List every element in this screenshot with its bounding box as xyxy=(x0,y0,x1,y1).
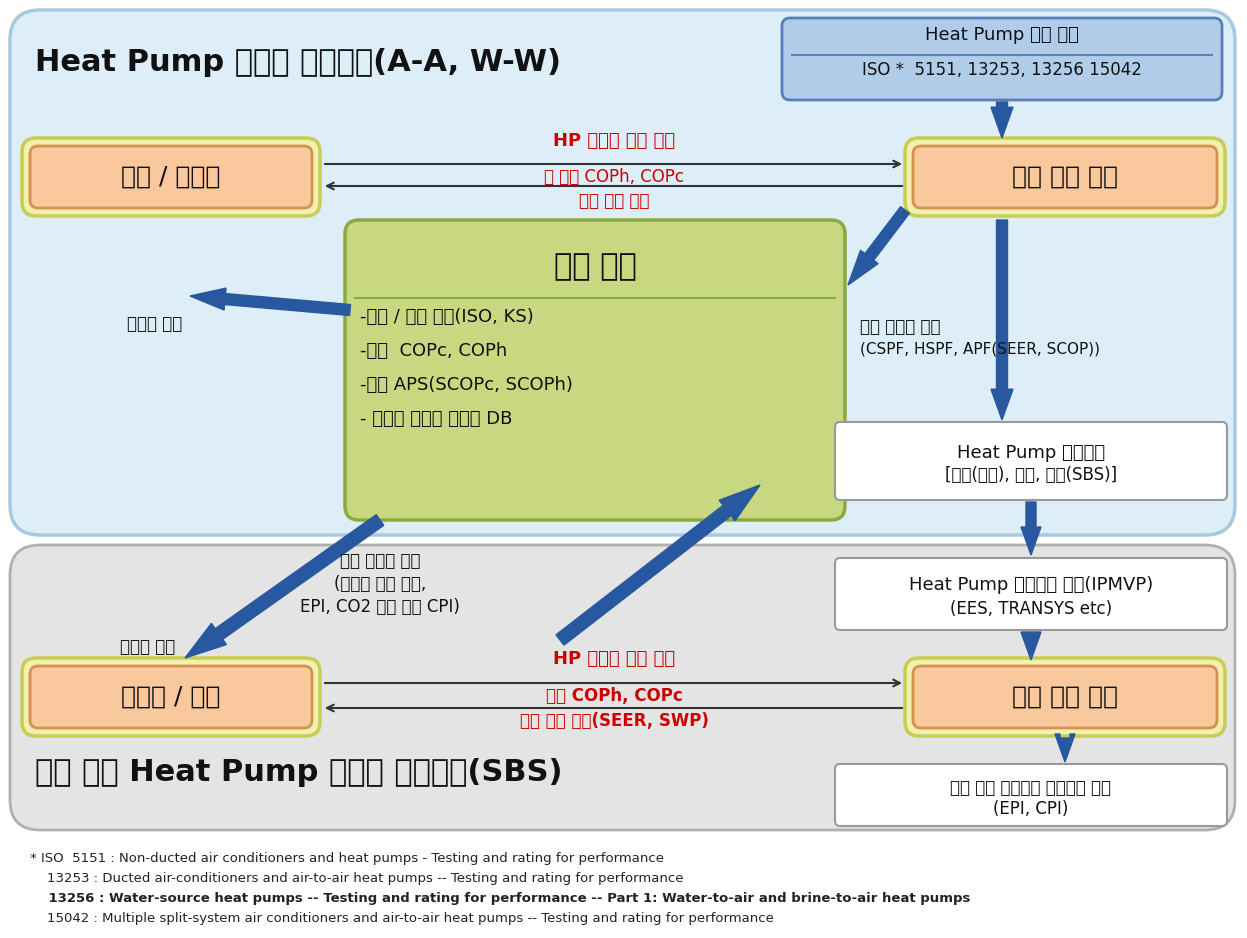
FancyBboxPatch shape xyxy=(10,10,1235,535)
Text: Heat Pump 유니트 인증절차(A-A, W-W): Heat Pump 유니트 인증절차(A-A, W-W) xyxy=(35,48,561,77)
Polygon shape xyxy=(991,220,1013,420)
Text: 평가 인증 보고(SEER, SWP): 평가 인증 보고(SEER, SWP) xyxy=(520,712,708,730)
Text: 15042 : Multiple split-system air conditioners and air-to-air heat pumps -- Test: 15042 : Multiple split-system air condit… xyxy=(30,912,774,925)
Text: 13256 : Water-source heat pumps -- Testing and rating for performance -- Part 1:: 13256 : Water-source heat pumps -- Testi… xyxy=(30,892,970,905)
FancyBboxPatch shape xyxy=(30,666,312,728)
Text: 지정 인증 기관: 지정 인증 기관 xyxy=(1013,685,1119,709)
Text: 인증서 발급: 인증서 발급 xyxy=(121,638,176,656)
Text: Heat Pump 모의실험: Heat Pump 모의실험 xyxy=(956,444,1105,462)
Text: (CSPF, HSPF, APF(SEER, SCOP)): (CSPF, HSPF, APF(SEER, SCOP)) xyxy=(860,342,1100,357)
Polygon shape xyxy=(1021,632,1041,660)
FancyBboxPatch shape xyxy=(10,545,1235,830)
Polygon shape xyxy=(556,485,759,645)
Text: -등록 / 정보 제공(ISO, KS): -등록 / 정보 제공(ISO, KS) xyxy=(360,308,534,326)
Text: HP 시스템 평가 요구: HP 시스템 평가 요구 xyxy=(552,650,675,668)
Text: 인증서 발급: 인증서 발급 xyxy=(127,315,182,333)
Text: 성능 데이터 제공: 성능 데이터 제공 xyxy=(860,318,940,336)
Text: 제작 / 수입자: 제작 / 수입자 xyxy=(121,165,221,189)
FancyBboxPatch shape xyxy=(22,658,320,736)
Text: 인증 기관: 인증 기관 xyxy=(554,252,636,281)
FancyBboxPatch shape xyxy=(345,220,845,520)
FancyBboxPatch shape xyxy=(835,764,1227,826)
Text: -다점 APS(SCOPc, SCOPh): -다점 APS(SCOPc, SCOPh) xyxy=(360,376,572,394)
Text: (EES, TRANSYS etc): (EES, TRANSYS etc) xyxy=(950,600,1112,618)
Text: (EPI, CPI): (EPI, CPI) xyxy=(994,800,1069,818)
FancyBboxPatch shape xyxy=(913,666,1217,728)
FancyBboxPatch shape xyxy=(905,138,1225,216)
Text: EPI, CO2 배출 지수 CPI): EPI, CO2 배출 지수 CPI) xyxy=(301,598,460,616)
FancyBboxPatch shape xyxy=(835,558,1227,630)
FancyBboxPatch shape xyxy=(835,422,1227,500)
Text: 평가 데이터 제공: 평가 데이터 제공 xyxy=(339,552,420,570)
FancyBboxPatch shape xyxy=(30,146,312,208)
Text: * ISO  5151 : Non-ducted air conditioners and heat pumps - Testing and rating fo: * ISO 5151 : Non-ducted air conditioners… xyxy=(30,852,663,865)
Text: 다점 COPh, COPc: 다점 COPh, COPc xyxy=(546,687,682,705)
Text: 건물 통합 Heat Pump 시스템 인증절차(SBS): 건물 통합 Heat Pump 시스템 인증절차(SBS) xyxy=(35,758,562,787)
Polygon shape xyxy=(1021,502,1041,555)
FancyBboxPatch shape xyxy=(913,146,1217,208)
Text: 평가 인증 보고: 평가 인증 보고 xyxy=(579,192,650,210)
Text: (에너지 성능 지수,: (에너지 성능 지수, xyxy=(334,575,426,593)
Text: ISO *  5151, 13253, 13256 15042: ISO * 5151, 13253, 13256 15042 xyxy=(862,61,1142,79)
FancyBboxPatch shape xyxy=(782,18,1222,100)
Text: HP 유니트 실험 요청: HP 유니트 실험 요청 xyxy=(552,132,675,150)
Text: Heat Pump 모의실험 수단(IPMVP): Heat Pump 모의실험 수단(IPMVP) xyxy=(909,576,1153,594)
Polygon shape xyxy=(185,515,384,658)
Text: - 통계에 근거한 편집과 DB: - 통계에 근거한 편집과 DB xyxy=(360,410,513,428)
Text: 설치자 / 건축: 설치자 / 건축 xyxy=(121,685,221,709)
FancyBboxPatch shape xyxy=(905,658,1225,736)
Polygon shape xyxy=(991,102,1013,138)
Text: Heat Pump 성능 기준: Heat Pump 성능 기준 xyxy=(925,26,1079,44)
Text: -일점  COPc, COPh: -일점 COPc, COPh xyxy=(360,342,508,360)
Text: 한 지점 COPh, COPc: 한 지점 COPh, COPc xyxy=(544,168,685,186)
Text: [위치(기후), 건물, 장치(SBS)]: [위치(기후), 건물, 장치(SBS)] xyxy=(945,466,1117,484)
Text: 요소 기반 시스템의 모의실험 모델: 요소 기반 시스템의 모의실험 모델 xyxy=(950,779,1111,797)
Polygon shape xyxy=(848,206,909,285)
Polygon shape xyxy=(190,288,350,315)
Text: 13253 : Ducted air-conditioners and air-to-air heat pumps -- Testing and rating : 13253 : Ducted air-conditioners and air-… xyxy=(30,872,683,885)
FancyBboxPatch shape xyxy=(22,138,320,216)
Text: 지정 인증 기관: 지정 인증 기관 xyxy=(1013,165,1119,189)
Polygon shape xyxy=(1055,734,1075,762)
